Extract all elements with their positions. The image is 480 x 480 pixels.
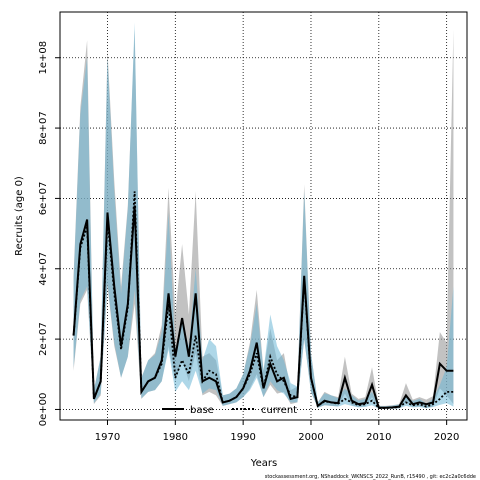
y-tick-label: 8e+07	[38, 111, 49, 145]
x-tick-label: 2010	[366, 432, 391, 443]
legend-label-current: current	[261, 405, 297, 416]
legend-label-base: base	[190, 405, 214, 416]
x-tick-label: 2020	[434, 432, 459, 443]
y-tick-label: 0e+00	[38, 393, 49, 427]
plot-frame	[59, 11, 468, 421]
legend: base current	[162, 405, 297, 416]
x-axis: 1970 1980 1990 2000 2010 2020	[95, 420, 459, 443]
y-tick-label: 6e+07	[38, 182, 49, 216]
x-tick-label: 1970	[95, 432, 120, 443]
x-tick-label: 2000	[298, 432, 323, 443]
confidence-band-current	[73, 22, 454, 409]
y-axis-label: Recruits (age 0)	[14, 176, 25, 256]
x-tick-label: 1980	[163, 432, 188, 443]
series-lines	[72, 191, 454, 409]
y-tick-label: 2e+07	[38, 322, 49, 356]
y-tick-label: 1e+08	[38, 41, 49, 75]
y-tick-label: 4e+07	[38, 252, 49, 286]
footer-note: stockassessment.org, NShaddock_WKNSCS_20…	[265, 474, 476, 480]
x-axis-label: Years	[250, 458, 277, 469]
y-axis: 0e+00 2e+07 4e+07 6e+07 8e+07 1e+08	[38, 41, 60, 426]
confidence-bands	[73, 22, 454, 409]
series-line-current	[72, 191, 454, 409]
x-tick-label: 1990	[230, 432, 255, 443]
